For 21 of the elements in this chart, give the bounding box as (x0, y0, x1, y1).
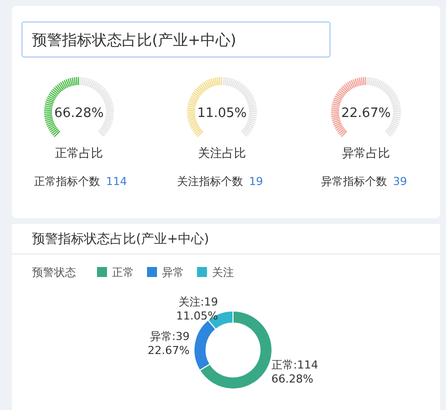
text: 关注指标个数 (177, 175, 243, 188)
chart-title: 预警指标状态占比(产业+中心) (32, 231, 210, 247)
data-label: 异常:39 22.67% (148, 330, 190, 357)
text: 22.67% (341, 106, 391, 121)
legend-label: 正常 (112, 266, 134, 279)
text: 关注占比 (198, 146, 246, 160)
text: 正常占比 (55, 146, 103, 160)
text: 异常指标个数 (321, 175, 387, 188)
legend-title: 预警状态 (32, 266, 76, 279)
text: 39 (393, 175, 407, 188)
legend-label: 异常 (162, 266, 184, 279)
legend-label: 关注 (212, 266, 234, 279)
text: 预警指标状态占比(产业+中心) (32, 31, 236, 49)
text: 114 (106, 175, 127, 188)
data-label: 正常:114 66.28% (271, 358, 318, 386)
text: 19 (249, 175, 263, 188)
text: 正常指标个数 (34, 175, 100, 188)
text: 66.28% (54, 106, 104, 121)
text: 11.05% (197, 106, 247, 121)
data-label: 关注:19 11.05% (176, 296, 218, 323)
text: 异常占比 (342, 146, 390, 160)
